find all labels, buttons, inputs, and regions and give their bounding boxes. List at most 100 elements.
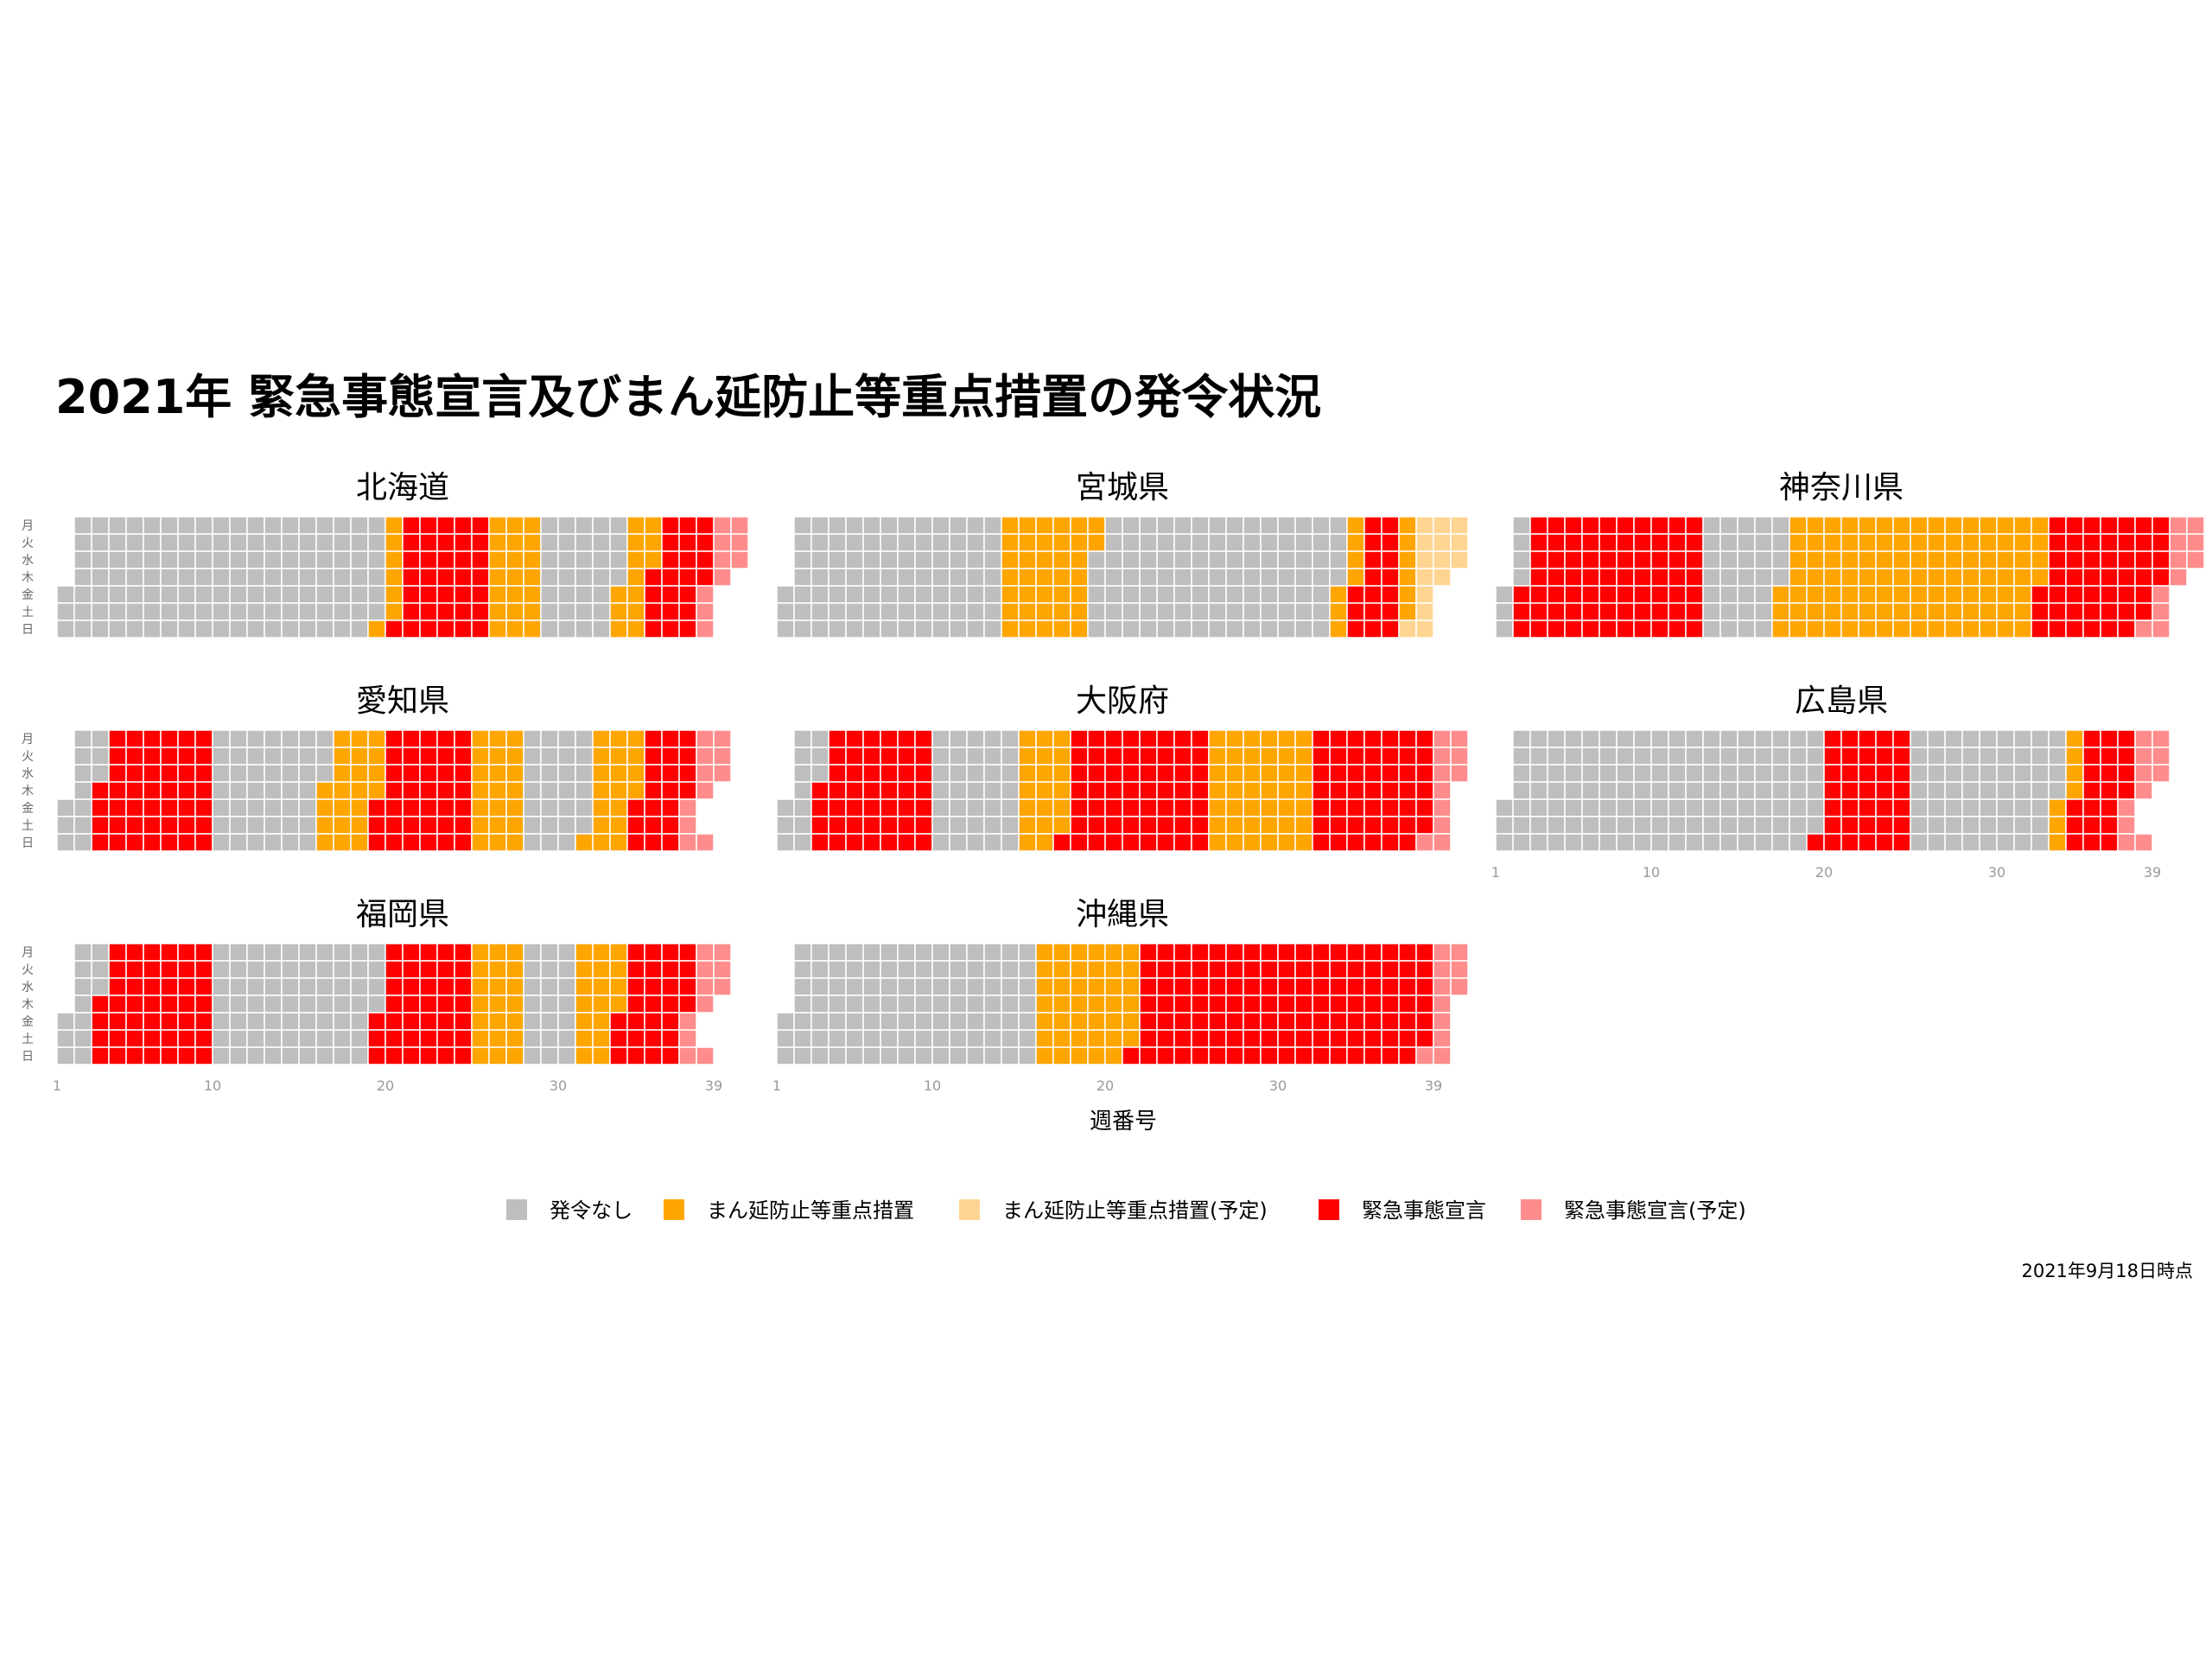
heatmap-cell xyxy=(1122,781,1141,800)
heatmap-cell xyxy=(1616,764,1635,783)
heatmap-cell xyxy=(1702,781,1721,800)
heatmap-cell xyxy=(1944,729,1963,748)
heatmap-cell xyxy=(2186,533,2205,552)
heatmap-cell xyxy=(1668,798,1687,817)
heatmap-cell xyxy=(1225,798,1244,817)
heatmap-cell xyxy=(1363,977,1382,996)
heatmap-cell xyxy=(212,943,231,962)
heatmap-cell xyxy=(914,798,933,817)
heatmap-cell xyxy=(1415,585,1434,604)
heatmap-cell xyxy=(523,943,542,962)
heatmap-cell xyxy=(1260,1012,1279,1031)
heatmap-cell xyxy=(1225,1012,1244,1031)
weekday-label: 土 xyxy=(22,1033,34,1046)
heatmap-cell xyxy=(1122,995,1141,1014)
heatmap-cell xyxy=(1191,764,1210,783)
heatmap-cell xyxy=(696,533,715,552)
heatmap-cell xyxy=(402,550,421,569)
heatmap-cell xyxy=(471,568,490,587)
heatmap-cell xyxy=(1294,550,1313,569)
heatmap-cell xyxy=(1892,816,1911,835)
heatmap-cell xyxy=(1346,1012,1365,1031)
heatmap-cell xyxy=(557,995,576,1014)
heatmap-cell xyxy=(264,943,283,962)
heatmap-cell xyxy=(350,816,369,835)
heatmap-cell xyxy=(108,568,127,587)
heatmap-cell xyxy=(2013,798,2032,817)
heatmap-cell xyxy=(1529,533,1548,552)
heatmap-cell xyxy=(160,1029,179,1048)
heatmap-cell xyxy=(661,816,680,835)
heatmap-cell xyxy=(523,1046,542,1065)
heatmap-cell xyxy=(557,533,576,552)
heatmap-cell xyxy=(1547,781,1566,800)
heatmap-cell xyxy=(73,533,92,552)
heatmap-cell xyxy=(1633,516,1652,535)
heatmap-cell xyxy=(73,585,92,604)
heatmap-cell xyxy=(1771,585,1790,604)
heatmap-cell xyxy=(713,533,732,552)
heatmap-cell xyxy=(1052,943,1071,962)
heatmap-cell xyxy=(609,833,628,852)
heatmap-cell xyxy=(678,620,697,639)
heatmap-cell xyxy=(949,568,968,587)
heatmap-cell xyxy=(523,516,542,535)
heatmap-cell xyxy=(177,729,196,748)
heatmap-cell xyxy=(1208,620,1227,639)
heatmap-cell xyxy=(1156,764,1175,783)
heatmap-cell xyxy=(73,1012,92,1031)
heatmap-cell xyxy=(966,781,985,800)
heatmap-cell xyxy=(350,977,369,996)
heatmap-cell xyxy=(523,550,542,569)
heatmap-cell xyxy=(949,977,968,996)
heatmap-cell xyxy=(1312,816,1331,835)
heatmap-cell xyxy=(1312,620,1331,639)
heatmap-cell xyxy=(880,781,899,800)
heatmap-cell xyxy=(143,960,162,979)
heatmap-cell xyxy=(1260,1046,1279,1065)
heatmap-cell xyxy=(350,602,369,621)
heatmap-cell xyxy=(1243,781,1262,800)
heatmap-cell xyxy=(1547,568,1566,587)
heatmap-cell xyxy=(367,550,386,569)
heatmap-cell xyxy=(1564,533,1583,552)
heatmap-cell xyxy=(1208,602,1227,621)
heatmap-cell xyxy=(1599,550,1618,569)
heatmap-cell xyxy=(1737,747,1756,766)
heatmap-cell xyxy=(505,533,524,552)
heatmap-cell xyxy=(419,977,438,996)
heatmap-cell xyxy=(523,995,542,1014)
heatmap-cell xyxy=(810,729,830,748)
heatmap-cell xyxy=(194,798,213,817)
heatmap-cell xyxy=(1173,516,1192,535)
heatmap-cell xyxy=(177,620,196,639)
heatmap-cell xyxy=(1398,995,1417,1014)
heatmap-cell xyxy=(488,781,507,800)
heatmap-cell xyxy=(1961,568,1980,587)
heatmap-cell xyxy=(661,1012,680,1031)
heatmap-cell xyxy=(1346,550,1365,569)
heatmap-cell xyxy=(505,747,524,766)
heatmap-cell xyxy=(592,833,611,852)
heatmap-cell xyxy=(229,1012,248,1031)
heatmap-cell xyxy=(1087,977,1106,996)
heatmap-cell xyxy=(1910,833,1929,852)
heatmap-cell xyxy=(1363,798,1382,817)
heatmap-cell xyxy=(264,729,283,748)
heatmap-cell xyxy=(523,747,542,766)
heatmap-cell xyxy=(2117,798,2136,817)
heatmap-cell xyxy=(1633,816,1652,835)
heatmap-cell xyxy=(1910,533,1929,552)
heatmap-cell xyxy=(1581,816,1600,835)
heatmap-cell xyxy=(793,747,812,766)
heatmap-cell xyxy=(1927,747,1946,766)
heatmap-cell xyxy=(1087,995,1106,1014)
heatmap-cell xyxy=(1052,798,1071,817)
heatmap-cell xyxy=(1650,533,1669,552)
panel-title: 愛知県 xyxy=(356,683,449,719)
heatmap-cell xyxy=(949,1029,968,1048)
heatmap-cell xyxy=(1806,798,1825,817)
heatmap-cell xyxy=(367,798,386,817)
heatmap-cell xyxy=(1243,833,1262,852)
heatmap-cell xyxy=(246,1012,265,1031)
